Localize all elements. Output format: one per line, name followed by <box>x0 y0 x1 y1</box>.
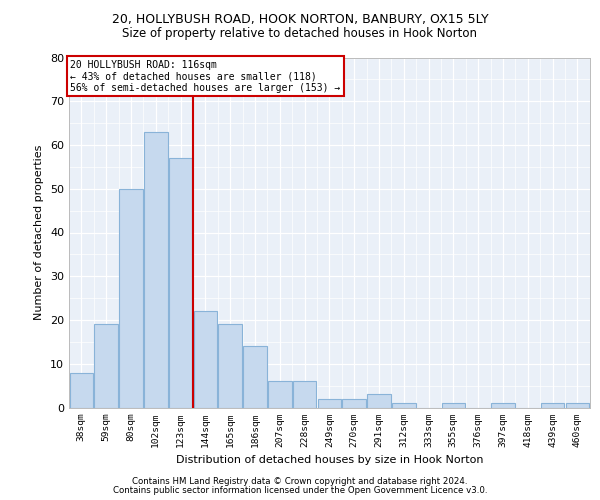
Bar <box>392 403 416 407</box>
Bar <box>94 324 118 407</box>
Text: Contains public sector information licensed under the Open Government Licence v3: Contains public sector information licen… <box>113 486 487 495</box>
Bar <box>293 381 316 407</box>
Bar <box>442 403 465 407</box>
Bar <box>268 381 292 407</box>
Bar <box>367 394 391 407</box>
X-axis label: Distribution of detached houses by size in Hook Norton: Distribution of detached houses by size … <box>176 455 483 465</box>
Text: Contains HM Land Registry data © Crown copyright and database right 2024.: Contains HM Land Registry data © Crown c… <box>132 477 468 486</box>
Bar <box>243 346 267 408</box>
Bar <box>70 372 93 408</box>
Bar <box>317 399 341 407</box>
Bar <box>119 188 143 408</box>
Bar <box>144 132 167 407</box>
Bar <box>491 403 515 407</box>
Bar <box>218 324 242 407</box>
Text: 20 HOLLYBUSH ROAD: 116sqm
← 43% of detached houses are smaller (118)
56% of semi: 20 HOLLYBUSH ROAD: 116sqm ← 43% of detac… <box>70 60 340 93</box>
Bar <box>541 403 565 407</box>
Bar <box>194 311 217 408</box>
Bar <box>566 403 589 407</box>
Bar <box>169 158 193 408</box>
Text: Size of property relative to detached houses in Hook Norton: Size of property relative to detached ho… <box>122 28 478 40</box>
Y-axis label: Number of detached properties: Number of detached properties <box>34 145 44 320</box>
Bar <box>343 399 366 407</box>
Text: 20, HOLLYBUSH ROAD, HOOK NORTON, BANBURY, OX15 5LY: 20, HOLLYBUSH ROAD, HOOK NORTON, BANBURY… <box>112 12 488 26</box>
